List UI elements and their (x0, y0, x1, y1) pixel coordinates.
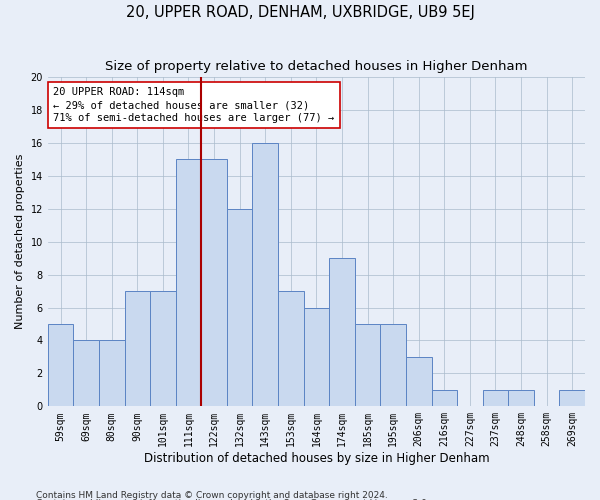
Title: Size of property relative to detached houses in Higher Denham: Size of property relative to detached ho… (105, 60, 527, 73)
Bar (355, 324, 380, 406)
Bar (125, 291, 150, 406)
Bar (559, 390, 585, 406)
Bar (99, 340, 125, 406)
Bar (431, 390, 457, 406)
Bar (304, 308, 329, 406)
Text: Contains HM Land Registry data © Crown copyright and database right 2024.: Contains HM Land Registry data © Crown c… (36, 490, 388, 500)
Bar (201, 160, 227, 406)
Bar (73, 340, 99, 406)
Bar (482, 390, 508, 406)
Text: 20 UPPER ROAD: 114sqm
← 29% of detached houses are smaller (32)
71% of semi-deta: 20 UPPER ROAD: 114sqm ← 29% of detached … (53, 87, 334, 123)
X-axis label: Distribution of detached houses by size in Higher Denham: Distribution of detached houses by size … (143, 452, 489, 465)
Bar (380, 324, 406, 406)
Bar (150, 291, 176, 406)
Bar (253, 143, 278, 406)
Text: 20, UPPER ROAD, DENHAM, UXBRIDGE, UB9 5EJ: 20, UPPER ROAD, DENHAM, UXBRIDGE, UB9 5E… (125, 5, 475, 20)
Bar (508, 390, 534, 406)
Bar (227, 208, 253, 406)
Bar (406, 357, 431, 406)
Bar (329, 258, 355, 406)
Bar (278, 291, 304, 406)
Bar (48, 324, 73, 406)
Y-axis label: Number of detached properties: Number of detached properties (15, 154, 25, 330)
Bar (176, 160, 201, 406)
